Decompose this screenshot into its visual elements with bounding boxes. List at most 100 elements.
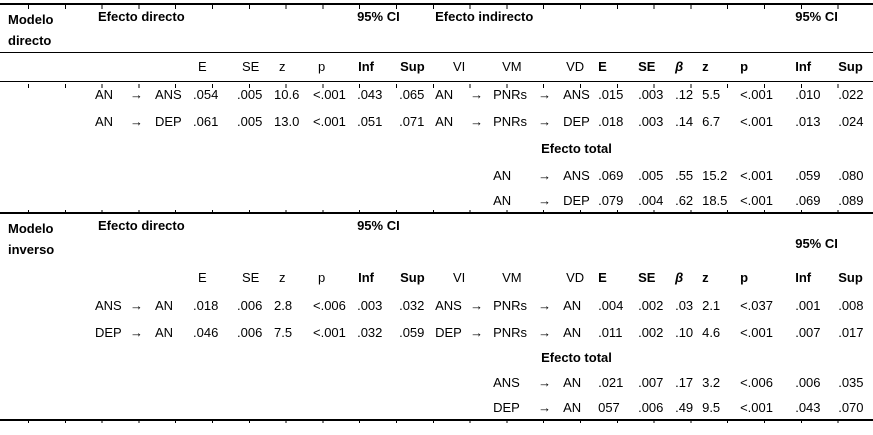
col-header-vm: VM [488, 52, 537, 82]
total-p: <.001 [740, 168, 773, 183]
col-header-z: z [697, 52, 736, 82]
arrow-right-icon: → [470, 114, 484, 129]
arrow-right-icon: → [470, 325, 484, 340]
total-path-to: AN [563, 400, 582, 415]
col-header-z: z [269, 52, 308, 82]
indirect-vd: AN [563, 325, 582, 340]
indirect-ci-lower: .013 [795, 114, 821, 129]
model-label: Modelo directo [0, 4, 90, 53]
empty-cell [0, 52, 188, 82]
indirect-se: .002 [638, 325, 664, 340]
direct-ci-label: 95% CI [357, 218, 400, 233]
col-header-E: E [598, 270, 607, 285]
indirect-beta: .10 [675, 325, 694, 340]
total-beta: .62 [670, 189, 698, 214]
direct-path-from: AN [95, 87, 114, 103]
column-header-row: E SE z p Inf Sup VI VM VD E SE β z p Inf Sup [0, 263, 873, 292]
total-ci-upper: .089 [833, 189, 873, 214]
col-header-E: E [188, 52, 232, 82]
direct-p: <.001 [313, 114, 346, 129]
direct-z: 10.6 [274, 87, 300, 103]
total-z: 18.5 [697, 189, 736, 214]
total-ci-upper: .080 [838, 168, 864, 183]
effect-data-row: AN → ANS .054 .005 10.6 <.001 .043 .065 AN → PNRs → A… [0, 81, 873, 108]
indirect-ci-label: 95% CI [790, 4, 873, 53]
section-header-row: Modelo inverso Efecto directo 95% CI 95% CI [0, 213, 873, 263]
total-ci-upper: .035 [838, 375, 864, 390]
subheader-column-tick-marks [28, 84, 840, 88]
indirect-beta: .14 [675, 114, 694, 129]
col-header-SE: SE [232, 52, 269, 82]
empty-cell [0, 135, 536, 162]
empty-cell [0, 292, 90, 319]
total-ci-lower: .069 [790, 189, 834, 214]
total-ci-lower: .006 [795, 375, 821, 390]
total-effect-header-row: Efecto total [0, 346, 873, 369]
arrow-right-icon: → [470, 298, 484, 313]
col-header-vi: VI [430, 52, 489, 82]
col-header-SE: SE [633, 52, 671, 82]
empty-cell [0, 396, 488, 420]
indirect-vd: AN [563, 298, 582, 313]
arrow-right-icon: → [130, 298, 143, 313]
indirect-vi: ANS [435, 298, 462, 313]
col-header-vi: VI [452, 270, 466, 285]
total-se: .004 [633, 189, 671, 214]
col-header-vd: VD [558, 52, 594, 82]
indirect-estimate: .018 [598, 114, 624, 129]
empty-cell [0, 369, 488, 396]
direct-ci-lower: .051 [357, 114, 383, 129]
total-se: .005 [638, 168, 664, 183]
arrow-right-icon: → [538, 168, 552, 183]
col-header-inf: Inf [795, 270, 812, 285]
direct-p: <.001 [313, 325, 346, 340]
empty-cell [0, 319, 90, 346]
col-header-p: p [318, 270, 326, 285]
indirect-ci-upper: .024 [838, 114, 864, 129]
empty-cell [536, 263, 558, 292]
arrow-right-icon: → [470, 87, 484, 103]
col-header-p: p [735, 52, 791, 82]
arrow-right-icon: → [538, 298, 552, 313]
direct-z: 2.8 [274, 298, 293, 313]
model-label: Modelo inverso [8, 221, 55, 257]
total-estimate: 057 [598, 400, 620, 415]
direct-path-from: DEP [95, 325, 122, 340]
total-effect-data-row: AN → DEP .079.004.62 18.5 <.001.069.089 [0, 189, 873, 214]
effect-data-row: ANS → AN .018 .006 2.8 <.006 .003 .032 ANS → PNRs → A… [0, 292, 873, 319]
empty-cell [0, 108, 90, 135]
total-se: .007 [638, 375, 664, 390]
bottom-column-tick-marks [28, 419, 840, 423]
direct-se: .006 [237, 298, 263, 313]
total-z: 3.2 [702, 375, 721, 390]
direct-ci-lower: .043 [357, 87, 383, 103]
indirect-vm: PNRs [493, 298, 528, 313]
col-header-vd: VD [566, 270, 585, 285]
col-header-inf: Inf [358, 270, 374, 285]
direct-path-to: DEP [155, 114, 182, 129]
total-effect-header-row: Efecto total [0, 135, 873, 162]
indirect-estimate: .004 [598, 298, 624, 313]
direct-p: <.006 [313, 298, 346, 313]
arrow-right-icon: → [130, 325, 143, 340]
total-beta: .49 [675, 400, 694, 415]
indirect-z: 2.1 [702, 298, 721, 313]
arrow-right-icon: → [538, 375, 552, 390]
col-header-inf: Inf [352, 52, 395, 82]
indirect-p: <.001 [740, 87, 773, 103]
total-estimate: .021 [598, 375, 624, 390]
section-header-row: Modelo directo Efecto directo 95% CI Efecto… [0, 4, 873, 53]
indirect-vm: PNRs [493, 114, 528, 129]
direct-ci-lower: .003 [357, 298, 383, 313]
total-path-from: DEP [493, 400, 520, 415]
total-se: .006 [638, 400, 664, 415]
indirect-se: .003 [638, 114, 664, 129]
indirect-vd: DEP [563, 114, 590, 129]
indirect-estimate: .011 [598, 325, 623, 340]
indirect-vi: DEP [435, 325, 462, 340]
column-header-row: E SE z p Inf Sup VI VM VD E SE β z p Inf Sup [0, 52, 873, 82]
direct-ci-label: 95% CI [352, 4, 431, 53]
direct-p: <.001 [313, 87, 346, 103]
indirect-ci-lower: .010 [795, 87, 821, 103]
direct-path-from: AN [95, 114, 114, 129]
